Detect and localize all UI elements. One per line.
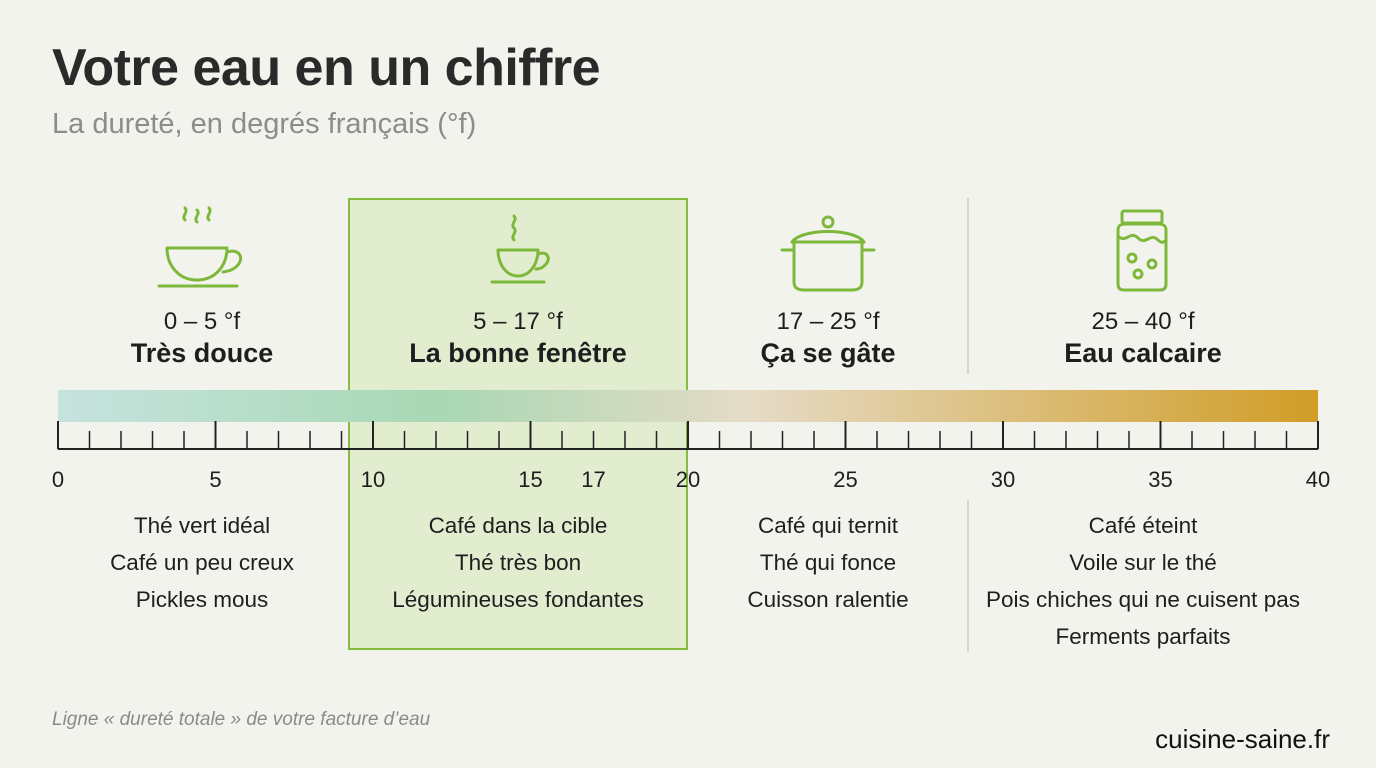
effect-item: Thé vert idéal <box>133 513 271 538</box>
tick-label: 5 <box>209 467 221 492</box>
effect-item: Voile sur le thé <box>1069 550 1217 575</box>
zone-range: 17 – 25 °f <box>776 308 880 335</box>
fermentation-jar-icon <box>1108 208 1178 292</box>
footnote: Ligne « dureté totale » de votre facture… <box>52 709 431 730</box>
zone-name: Très douce <box>130 338 274 368</box>
effect-item: Pickles mous <box>135 587 269 612</box>
page-title: Votre eau en un chiffre <box>52 39 601 97</box>
tick-label: 0 <box>52 467 64 492</box>
effect-item: Légumineuses fondantes <box>392 587 644 612</box>
zone-range: 25 – 40 °f <box>1091 308 1195 335</box>
effect-item: Café éteint <box>1088 513 1198 538</box>
effect-item: Café dans la cible <box>428 513 608 538</box>
tick-label: 17 <box>581 467 605 492</box>
column-divider-top <box>967 198 969 374</box>
page-subtitle: La dureté, en degrés français (°f) <box>52 108 477 140</box>
tick-label: 30 <box>991 467 1015 492</box>
zone-range: 0 – 5 °f <box>163 308 241 335</box>
zone-name: Ça se gâte <box>760 338 896 368</box>
effect-item: Thé très bon <box>454 550 582 575</box>
zone-name: Eau calcaire <box>1064 338 1222 368</box>
effect-item: Pois chiches qui ne cuisent pas <box>986 587 1300 612</box>
cooking-pot-icon <box>778 212 878 294</box>
tick-label: 10 <box>361 467 385 492</box>
zone-effects-list: Café éteint Voile sur le thé Pois chiche… <box>963 507 1323 655</box>
highlight-panel <box>348 198 688 650</box>
effect-item: Ferments parfaits <box>1055 624 1231 649</box>
hardness-gradient-bar <box>58 390 1318 422</box>
effect-item: Cuisson ralentie <box>747 587 909 612</box>
effect-item: Café qui ternit <box>757 513 899 538</box>
zone-name: La bonne fenêtre <box>409 338 627 368</box>
tick-label: 20 <box>676 467 700 492</box>
small-steaming-cup-icon <box>488 210 558 286</box>
tick-label: 35 <box>1148 467 1172 492</box>
steaming-cup-icon <box>155 206 251 296</box>
zone-range: 5 – 17 °f <box>473 308 563 335</box>
tick-label: 15 <box>518 467 542 492</box>
tick-label: 40 <box>1306 467 1330 492</box>
column-divider-bottom <box>967 500 969 652</box>
zone-effects-list: Café dans la cible Thé très bon Légumine… <box>338 507 698 618</box>
effect-item: Thé qui fonce <box>759 550 897 575</box>
tick-label: 25 <box>833 467 857 492</box>
effect-item: Café un peu creux <box>110 550 294 575</box>
zone-effects-list: Thé vert idéal Café un peu creux Pickles… <box>22 507 382 618</box>
hardness-scale: 0 5 10 15 17 20 25 30 35 40 <box>52 390 1330 492</box>
source-credit: cuisine-saine.fr <box>1155 724 1330 754</box>
zone-effects-list: Café qui ternit Thé qui fonce Cuisson ra… <box>648 507 1008 618</box>
